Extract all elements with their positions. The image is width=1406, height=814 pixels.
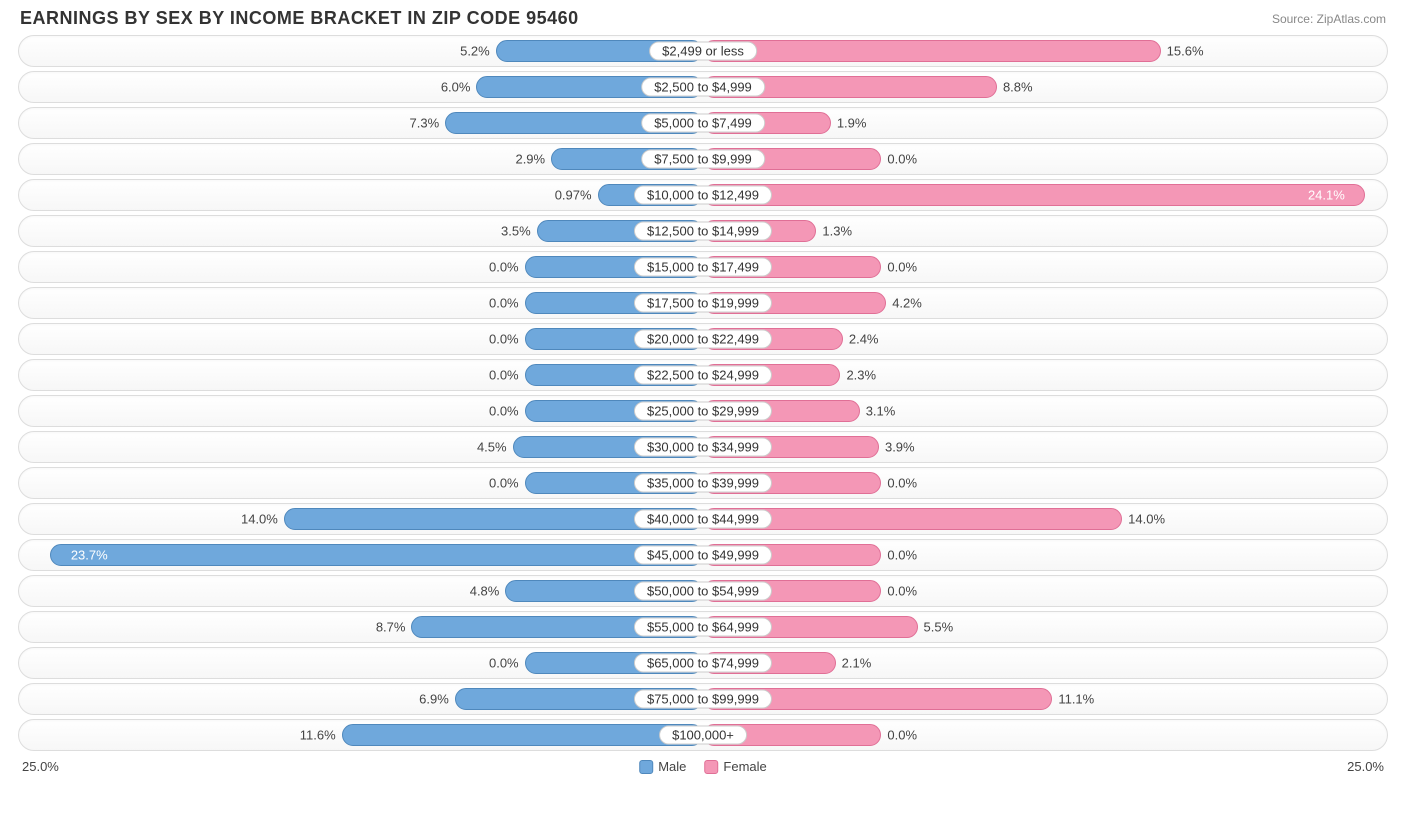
value-female: 2.1%	[842, 656, 872, 671]
chart-source: Source: ZipAtlas.com	[1272, 12, 1386, 26]
chart-row: 4.8% 0.0% $50,000 to $54,999	[18, 575, 1388, 607]
value-male: 0.0%	[489, 260, 519, 275]
chart-header: EARNINGS BY SEX BY INCOME BRACKET IN ZIP…	[0, 0, 1406, 33]
bracket-label: $75,000 to $99,999	[634, 690, 772, 709]
value-female: 8.8%	[1003, 80, 1033, 95]
chart-row: 11.6% 0.0% $100,000+	[18, 719, 1388, 751]
value-female: 0.0%	[887, 548, 917, 563]
chart-row: 23.7% 0.0% $45,000 to $49,999	[18, 539, 1388, 571]
value-male: 3.5%	[501, 224, 531, 239]
value-female: 1.3%	[822, 224, 852, 239]
bracket-label: $2,500 to $4,999	[641, 78, 765, 97]
bar-female	[703, 184, 1365, 206]
chart-row: 0.0% 0.0% $35,000 to $39,999	[18, 467, 1388, 499]
bracket-label: $5,000 to $7,499	[641, 114, 765, 133]
value-male: 23.7%	[71, 548, 108, 563]
value-female: 3.1%	[866, 404, 896, 419]
chart-row: 0.0% 3.1% $25,000 to $29,999	[18, 395, 1388, 427]
value-female: 5.5%	[924, 620, 954, 635]
chart-title: EARNINGS BY SEX BY INCOME BRACKET IN ZIP…	[20, 8, 579, 29]
bracket-label: $45,000 to $49,999	[634, 546, 772, 565]
legend: Male Female	[639, 759, 767, 774]
axis-max-left: 25.0%	[22, 759, 59, 774]
bar-female	[703, 40, 1161, 62]
value-female: 0.0%	[887, 584, 917, 599]
value-female: 0.0%	[887, 260, 917, 275]
value-male: 8.7%	[376, 620, 406, 635]
bar-male	[342, 724, 703, 746]
bar-male	[50, 544, 703, 566]
bracket-label: $40,000 to $44,999	[634, 510, 772, 529]
bracket-label: $50,000 to $54,999	[634, 582, 772, 601]
legend-swatch-male	[639, 760, 653, 774]
value-male: 0.0%	[489, 296, 519, 311]
chart-row: 3.5% 1.3% $12,500 to $14,999	[18, 215, 1388, 247]
chart-footer: 25.0% Male Female 25.0%	[0, 755, 1406, 785]
value-female: 11.1%	[1058, 692, 1094, 707]
bracket-label: $25,000 to $29,999	[634, 402, 772, 421]
bracket-label: $100,000+	[659, 726, 747, 745]
value-female: 14.0%	[1128, 512, 1165, 527]
chart-area: 5.2% 15.6% $2,499 or less 6.0% 8.8% $2,500 to…	[0, 33, 1406, 751]
chart-row: 4.5% 3.9% $30,000 to $34,999	[18, 431, 1388, 463]
value-male: 7.3%	[410, 116, 440, 131]
chart-row: 14.0% 14.0% $40,000 to $44,999	[18, 503, 1388, 535]
value-female: 4.2%	[892, 296, 922, 311]
value-female: 0.0%	[887, 152, 917, 167]
value-male: 0.0%	[489, 404, 519, 419]
value-female: 0.0%	[887, 728, 917, 743]
value-female: 0.0%	[887, 476, 917, 491]
bracket-label: $10,000 to $12,499	[634, 186, 772, 205]
value-male: 11.6%	[300, 728, 336, 743]
chart-row: 7.3% 1.9% $5,000 to $7,499	[18, 107, 1388, 139]
bracket-label: $12,500 to $14,999	[634, 222, 772, 241]
value-male: 4.8%	[470, 584, 500, 599]
value-male: 0.97%	[555, 188, 592, 203]
legend-female: Female	[704, 759, 766, 774]
legend-swatch-female	[704, 760, 718, 774]
legend-male: Male	[639, 759, 686, 774]
bracket-label: $15,000 to $17,499	[634, 258, 772, 277]
value-male: 6.0%	[441, 80, 471, 95]
chart-row: 0.0% 4.2% $17,500 to $19,999	[18, 287, 1388, 319]
legend-label-female: Female	[723, 759, 766, 774]
value-male: 6.9%	[419, 692, 449, 707]
bracket-label: $22,500 to $24,999	[634, 366, 772, 385]
chart-row: 5.2% 15.6% $2,499 or less	[18, 35, 1388, 67]
value-female: 24.1%	[1308, 188, 1345, 203]
value-male: 4.5%	[477, 440, 507, 455]
value-female: 15.6%	[1167, 44, 1204, 59]
value-female: 2.4%	[849, 332, 879, 347]
value-female: 3.9%	[885, 440, 915, 455]
bracket-label: $20,000 to $22,499	[634, 330, 772, 349]
chart-row: 0.0% 0.0% $15,000 to $17,499	[18, 251, 1388, 283]
bracket-label: $65,000 to $74,999	[634, 654, 772, 673]
chart-row: 6.9% 11.1% $75,000 to $99,999	[18, 683, 1388, 715]
bracket-label: $35,000 to $39,999	[634, 474, 772, 493]
value-male: 5.2%	[460, 44, 490, 59]
value-male: 2.9%	[515, 152, 545, 167]
bracket-label: $17,500 to $19,999	[634, 294, 772, 313]
chart-row: 6.0% 8.8% $2,500 to $4,999	[18, 71, 1388, 103]
chart-row: 8.7% 5.5% $55,000 to $64,999	[18, 611, 1388, 643]
value-female: 2.3%	[846, 368, 876, 383]
bracket-label: $7,500 to $9,999	[641, 150, 765, 169]
value-male: 0.0%	[489, 476, 519, 491]
value-male: 0.0%	[489, 656, 519, 671]
axis-max-right: 25.0%	[1347, 759, 1384, 774]
chart-row: 0.0% 2.4% $20,000 to $22,499	[18, 323, 1388, 355]
value-male: 0.0%	[489, 368, 519, 383]
chart-row: 2.9% 0.0% $7,500 to $9,999	[18, 143, 1388, 175]
value-male: 14.0%	[241, 512, 278, 527]
bracket-label: $55,000 to $64,999	[634, 618, 772, 637]
value-female: 1.9%	[837, 116, 867, 131]
chart-row: 0.0% 2.3% $22,500 to $24,999	[18, 359, 1388, 391]
legend-label-male: Male	[658, 759, 686, 774]
bracket-label: $30,000 to $34,999	[634, 438, 772, 457]
chart-row: 0.97% 24.1% $10,000 to $12,499	[18, 179, 1388, 211]
chart-row: 0.0% 2.1% $65,000 to $74,999	[18, 647, 1388, 679]
value-male: 0.0%	[489, 332, 519, 347]
bracket-label: $2,499 or less	[649, 42, 757, 61]
